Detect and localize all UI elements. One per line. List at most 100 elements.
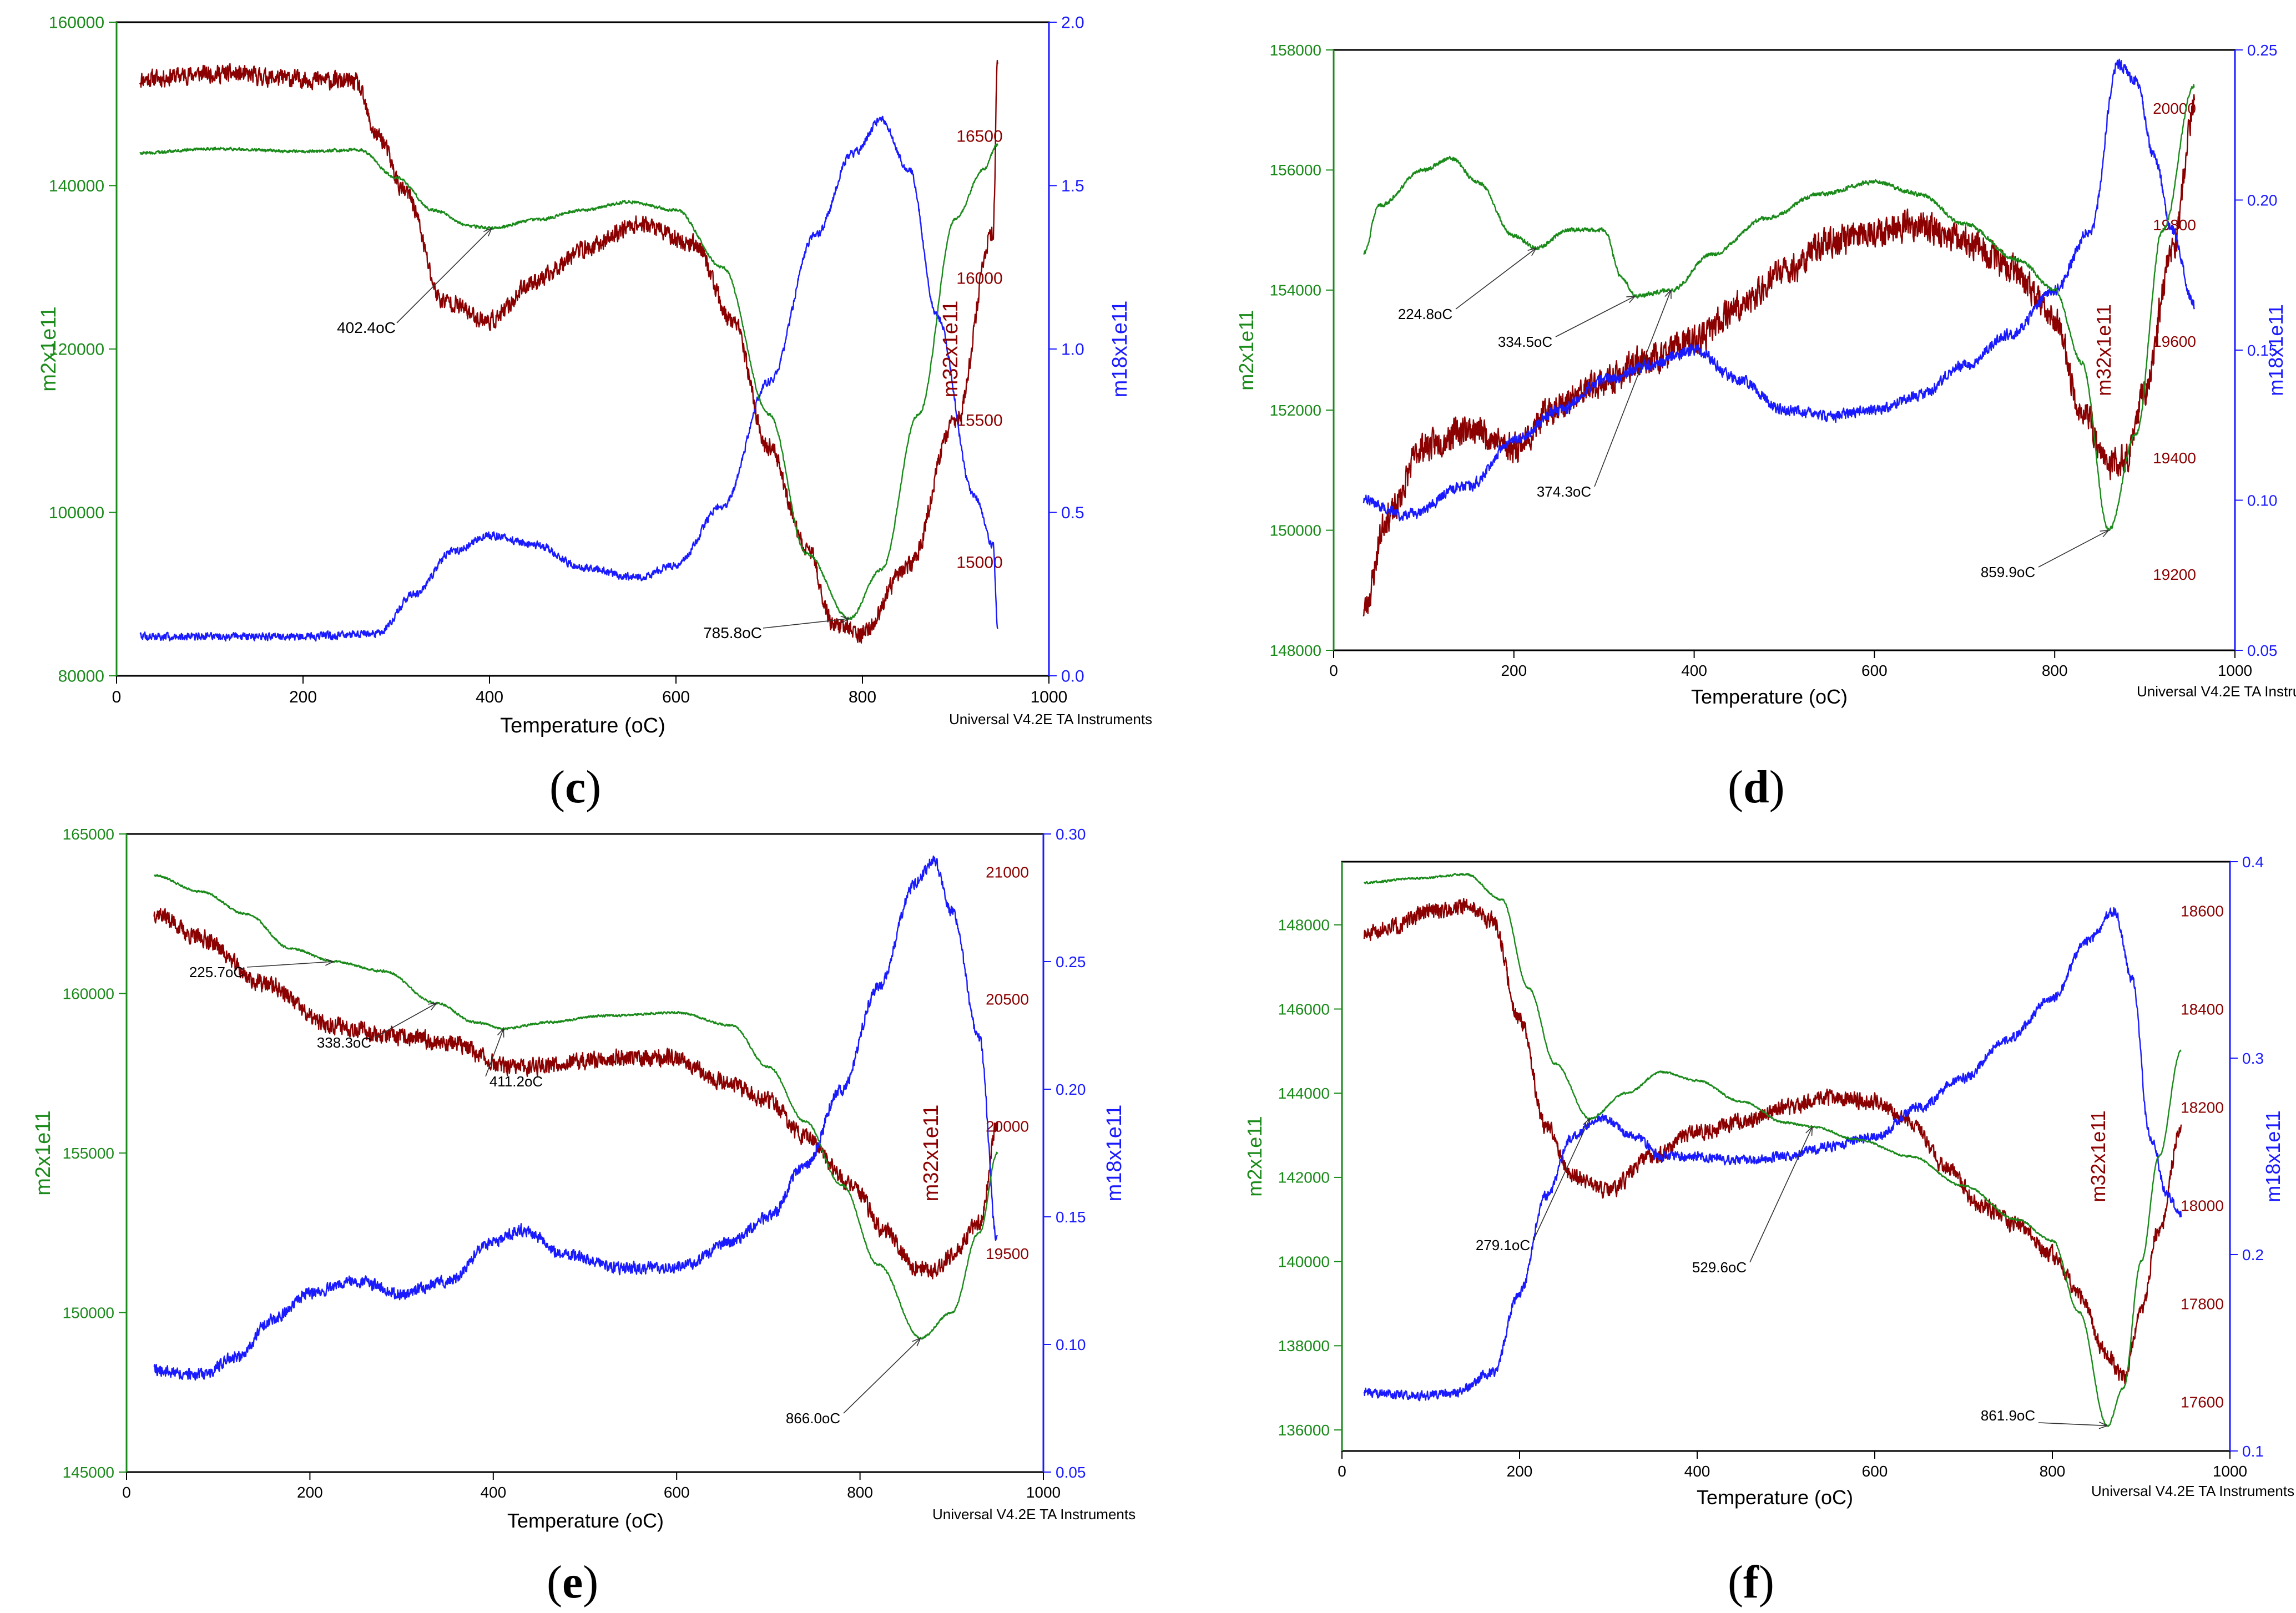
- left-tick-label: 156000: [1270, 161, 1321, 179]
- x-axis-label: Temperature (oC): [507, 1509, 664, 1532]
- annotation-group: 225.7oC 338.3oC 411.2oC 866.0oC: [189, 958, 921, 1427]
- annotation-label: 374.3oC: [1537, 483, 1591, 500]
- panel-d: 0 200 400 600 800 1000 148000 150000 152000 1540…: [1148, 0, 2296, 813]
- series-m18-line: [153, 855, 998, 1381]
- left-axis-label: m2x1e11: [37, 306, 60, 392]
- x-tick-label: 0: [112, 688, 122, 706]
- x-tick-label: 0: [122, 1484, 131, 1501]
- left-tick-label: 138000: [1278, 1337, 1330, 1354]
- x-axis-label: Temperature (oC): [1697, 1486, 1853, 1509]
- x-tick-label: 600: [664, 1484, 690, 1501]
- x-tick-label: 400: [1681, 662, 1707, 679]
- left-tick-label: 142000: [1278, 1169, 1330, 1186]
- left-tick-label: 150000: [1270, 522, 1321, 539]
- annotation-leader: [2038, 1422, 2108, 1427]
- m32-axis-ticks: 19500 20000 20500 21000: [986, 864, 1029, 1262]
- x-tick-label: 0: [1338, 1463, 1346, 1480]
- annotation-label: 338.3oC: [317, 1034, 371, 1051]
- right-tick-label: 0.05: [1056, 1464, 1086, 1481]
- right-tick-label: 0.3: [2242, 1050, 2264, 1067]
- m32-tick-label: 19400: [2153, 449, 2196, 467]
- left-tick-label: 146000: [1278, 1000, 1330, 1018]
- annotation-arrowhead: [1805, 1126, 1813, 1136]
- x-tick-label: 400: [476, 688, 503, 706]
- annotation-arrowhead: [2100, 529, 2110, 538]
- left-axis-label: m2x1e11: [1235, 310, 1258, 390]
- x-tick-label: 1000: [2213, 1463, 2247, 1480]
- left-tick-label: 154000: [1270, 282, 1321, 299]
- annotation-label: 224.8oC: [1398, 306, 1452, 322]
- x-tick-label: 600: [1862, 1463, 1888, 1480]
- series-m2-line: [139, 143, 998, 620]
- annotation-label: 402.4oC: [337, 319, 396, 336]
- left-tick-label: 160000: [63, 985, 114, 1002]
- annotation-label: 859.9oC: [1981, 564, 2035, 580]
- m32-tick-label: 18600: [2181, 902, 2224, 919]
- x-axis-ticks: 0 200 400 600 800 1000: [1338, 1451, 2247, 1480]
- right-tick-label: 0.25: [1056, 953, 1086, 970]
- right-axis-ticks: 0.05 0.10 0.15 0.20 0.25: [2234, 42, 2278, 659]
- x-tick-label: 800: [847, 1484, 873, 1501]
- annotation-label: 785.8oC: [703, 624, 762, 641]
- annotation-arrowhead: [497, 1028, 504, 1038]
- series-m32-line: [139, 59, 998, 644]
- right-tick-label: 2.0: [1061, 14, 1084, 32]
- annotation-leader: [1594, 290, 1672, 487]
- panel-e: 0 200 400 600 800 1000 145000 150000 155000 1600…: [0, 806, 1148, 1613]
- left-tick-label: 158000: [1270, 42, 1321, 59]
- annotation-label: 529.6oC: [1692, 1259, 1747, 1276]
- series-group: [1363, 873, 2182, 1427]
- x-axis-ticks: 0 200 400 600 800 1000: [1329, 650, 2252, 679]
- right-axis-label: m18x1e11: [2264, 304, 2287, 396]
- chart-svg-d: 0 200 400 600 800 1000 148000 150000 152000 1540…: [1235, 42, 2296, 708]
- right-tick-label: 0.05: [2247, 642, 2278, 659]
- right-tick-label: 1.5: [1061, 177, 1084, 195]
- right-tick-label: 0.15: [1056, 1209, 1086, 1226]
- annotation-label: 861.9oC: [1981, 1407, 2035, 1424]
- left-tick-label: 155000: [63, 1145, 114, 1162]
- left-tick-label: 80000: [58, 668, 104, 686]
- annotation-leader: [374, 1003, 437, 1038]
- m32-tick-label: 17600: [2181, 1393, 2224, 1410]
- x-tick-label: 0: [1329, 662, 1338, 679]
- right-axis-label: m18x1e11: [1108, 301, 1132, 398]
- right-tick-label: 0.25: [2247, 42, 2278, 59]
- annotation-leader: [396, 227, 492, 323]
- left-tick-label: 120000: [49, 341, 104, 359]
- right-tick-label: 0.20: [2247, 191, 2278, 209]
- right-tick-label: 0.10: [1056, 1336, 1086, 1353]
- left-axis-label: m2x1e11: [1243, 1116, 1266, 1196]
- right-tick-label: 0.5: [1061, 504, 1084, 522]
- plot-frame: [125, 833, 1044, 1473]
- x-tick-label: 200: [1501, 662, 1527, 679]
- chart-svg-f: 0 200 400 600 800 1000 136000 138000 140000 1420…: [1243, 853, 2294, 1509]
- series-m2-line: [154, 874, 998, 1340]
- left-tick-label: 144000: [1278, 1085, 1330, 1102]
- right-tick-label: 1.0: [1061, 341, 1084, 359]
- annotation-arrowhead: [1626, 295, 1636, 304]
- annotation-arrowhead: [427, 1002, 437, 1010]
- x-tick-label: 1000: [2218, 662, 2252, 679]
- x-tick-label: 800: [2042, 662, 2068, 679]
- series-m2-line: [1364, 873, 2182, 1427]
- annotation-leader: [1533, 1118, 1591, 1241]
- chart-svg-e: 0 200 400 600 800 1000 145000 150000 155000 1600…: [32, 826, 1136, 1532]
- left-axis-ticks: 145000 150000 155000 160000 165000: [63, 826, 128, 1481]
- m32-axis-label: m32x1e11: [2092, 304, 2115, 396]
- left-tick-label: 150000: [63, 1304, 114, 1321]
- left-axis-ticks: 136000 138000 140000 142000 144000 146000 1480…: [1278, 862, 1343, 1451]
- annotation-leader: [1749, 1126, 1813, 1263]
- series-m32-line: [1363, 94, 2196, 617]
- m32-tick-label: 20000: [986, 1118, 1029, 1135]
- left-tick-label: 160000: [49, 14, 104, 32]
- left-tick-label: 148000: [1278, 917, 1330, 934]
- annotation-arrowhead: [912, 1337, 921, 1347]
- right-tick-label: 0.15: [2247, 342, 2278, 359]
- left-tick-label: 152000: [1270, 402, 1321, 419]
- left-axis-label: m2x1e11: [32, 1110, 55, 1196]
- right-tick-label: 0.0: [1061, 668, 1084, 686]
- x-tick-label: 200: [1507, 1463, 1533, 1480]
- left-tick-label: 140000: [49, 177, 104, 195]
- annotation-group: 224.8oC 334.5oC 374.3oC 859.9oC: [1398, 247, 2110, 580]
- x-tick-label: 800: [849, 688, 876, 706]
